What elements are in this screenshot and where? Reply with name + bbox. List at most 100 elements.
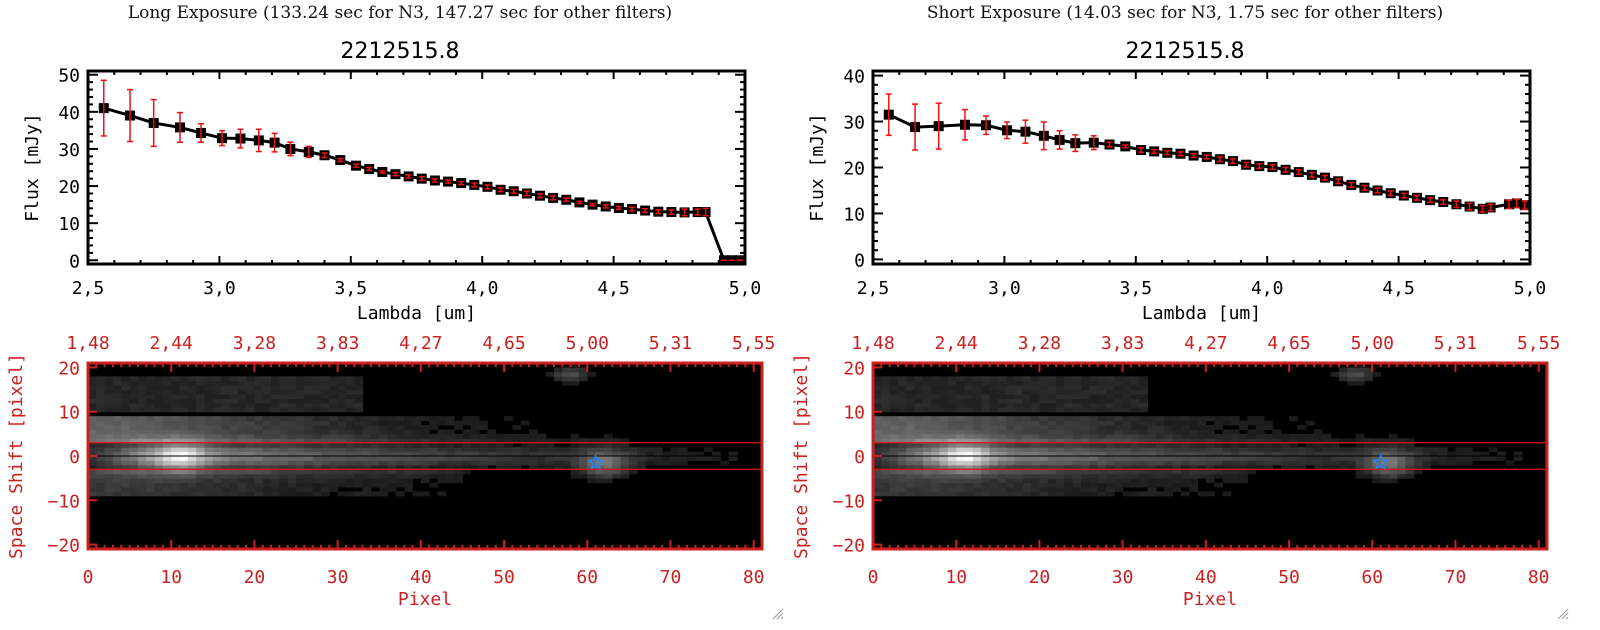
heatmap-cell (1014, 473, 1024, 479)
heatmap-cell (1297, 433, 1307, 439)
heatmap-cell (972, 433, 982, 439)
heatmap-cell (1214, 451, 1223, 457)
heatmap-cell (562, 460, 572, 466)
heatmap-cell (1239, 456, 1248, 461)
heatmap-cell (1172, 482, 1182, 488)
heatmap-cell (112, 389, 122, 395)
heatmap-cell (1139, 473, 1149, 479)
heatmap-cell (1031, 407, 1040, 413)
heatmap-cell (254, 407, 264, 413)
heatmap-cell (504, 416, 513, 422)
heatmap-cell (881, 425, 891, 430)
heatmap-cell (387, 456, 397, 461)
heatmap-cell (1031, 376, 1040, 382)
heatmap-cell (1122, 416, 1132, 422)
heatmap-cell (96, 425, 106, 430)
heatmap-cell (1255, 442, 1265, 448)
heatmap-cell (1255, 420, 1265, 426)
heatmap-cell (320, 464, 330, 470)
heatmap-cell (512, 447, 522, 453)
heatmap-cell (520, 451, 530, 457)
heatmap-cell (187, 447, 197, 453)
heatmap-cell (345, 469, 355, 475)
heatmap-cell (104, 442, 114, 448)
heatmap-cell (162, 385, 172, 391)
heatmap-cell (1056, 376, 1065, 382)
heatmap-cell (212, 376, 222, 382)
heatmap-cell (121, 394, 131, 399)
heatmap-cell (246, 469, 255, 475)
heatmap-cell (1122, 438, 1132, 444)
heatmap-cell (304, 451, 314, 457)
heatmap-cell (914, 402, 924, 408)
heatmap-cell (112, 438, 122, 444)
heatmap-cell (956, 394, 966, 399)
resize-grip-icon[interactable] (1555, 606, 1569, 620)
heatmap-cell (254, 464, 264, 470)
heatmap-cell (1056, 487, 1065, 492)
heatmap-cell (545, 456, 555, 461)
heatmap-cell (972, 425, 982, 430)
heatmap-cell (906, 402, 916, 408)
heatmap-cell (1472, 451, 1481, 457)
heatmap-cell (254, 469, 264, 475)
heatmap-cell (271, 389, 280, 395)
heatmap-cell (137, 398, 147, 404)
heatmap-cell (112, 464, 122, 470)
heatmap-cell (628, 464, 638, 470)
heatmap-cell (337, 416, 347, 422)
heatmap-cell (1155, 478, 1165, 484)
heatmap-cell (162, 407, 172, 413)
heatmap-cell (1056, 416, 1065, 422)
heatmap-cell (1155, 429, 1165, 435)
heatmap-cell (387, 451, 397, 457)
heatmap-cell (287, 469, 297, 475)
heatmap-cell (1006, 389, 1015, 395)
heatmap-cell (1230, 429, 1240, 435)
resize-grip-icon[interactable] (770, 606, 784, 620)
heatmap-cell (653, 447, 663, 453)
top-x-tick-label: 4,27 (399, 333, 442, 354)
heatmap-cell (304, 376, 314, 382)
heatmap-cell (479, 433, 488, 439)
heatmap-cell (296, 487, 305, 492)
heatmap-cell (1089, 473, 1099, 479)
heatmap-cell (873, 398, 882, 404)
heatmap-cell (246, 487, 255, 492)
heatmap-cell (873, 442, 882, 448)
heatmap-cell (1147, 460, 1157, 466)
heatmap-cell (1105, 473, 1115, 479)
x-tick-label: 30 (327, 567, 349, 588)
heatmap-cell (1388, 469, 1398, 475)
heatmap-cell (420, 478, 430, 484)
heatmap-cell (1047, 425, 1057, 430)
heatmap-cell (337, 451, 347, 457)
heatmap-cell (1097, 380, 1107, 386)
heatmap-cell (1205, 438, 1215, 444)
heatmap-cell (1022, 420, 1032, 426)
heatmap-cell (104, 389, 114, 395)
heatmap-cell (1072, 469, 1082, 475)
heatmap-cell (545, 460, 555, 466)
heatmap-cell (146, 469, 156, 475)
heatmap-cell (1164, 420, 1174, 426)
heatmap-cell (1164, 469, 1174, 475)
heatmap-cell (88, 442, 97, 448)
heatmap-cell (196, 394, 205, 399)
heatmap-cell (914, 456, 924, 461)
heatmap-cell (171, 447, 181, 453)
heatmap-cell (914, 407, 924, 413)
heatmap-cell (662, 456, 671, 461)
heatmap-cell (1006, 464, 1015, 470)
heatmap-cell (1355, 473, 1365, 479)
heatmap-cell (1230, 473, 1240, 479)
heatmap-cell (229, 376, 239, 382)
heatmap-cell (287, 425, 297, 430)
heatmap-cell (395, 433, 405, 439)
heatmap-cell (1222, 460, 1232, 466)
heatmap-cell (620, 456, 630, 461)
heatmap-cell (914, 394, 924, 399)
heatmap-cell (212, 385, 222, 391)
heatmap-cell (1397, 451, 1407, 457)
heatmap-cell (1039, 491, 1049, 497)
